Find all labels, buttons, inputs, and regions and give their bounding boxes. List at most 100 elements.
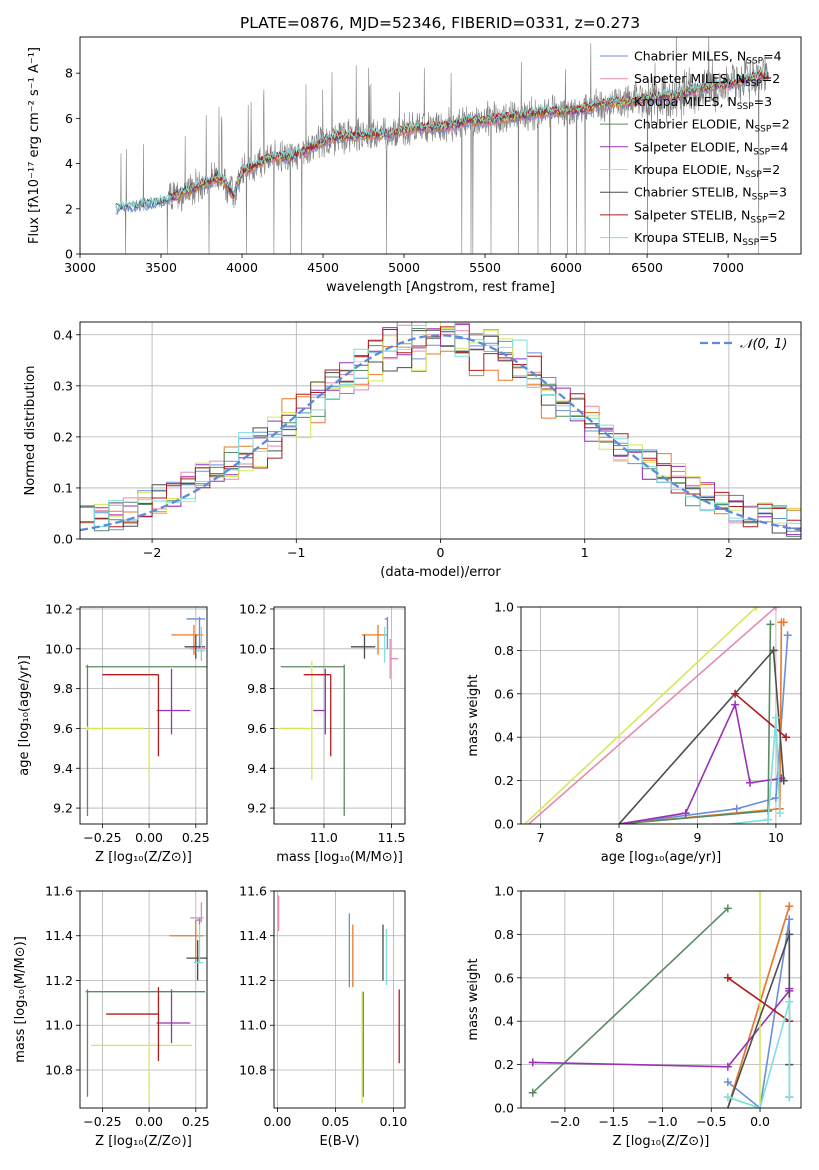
plot-area — [528, 891, 794, 1108]
x-tick-label: 11.5 — [378, 830, 406, 845]
weight-line-chabrier-elodie — [528, 904, 732, 1097]
legend-label: 𝒩(0, 1) — [740, 337, 787, 352]
weight-point-marker — [681, 809, 690, 818]
errorbar-chabrier-stelib — [186, 940, 207, 981]
weight-line-path — [618, 635, 789, 824]
axes-frame — [273, 606, 406, 825]
weight-point-marker — [775, 809, 784, 818]
weight-line-kroupa-miles — [727, 902, 794, 1108]
weight-point-marker — [771, 713, 780, 722]
x-tick-label: 0.25 — [182, 830, 210, 845]
y-tick-label: 2 — [65, 201, 73, 216]
plot-area — [85, 616, 207, 817]
weight-point-marker — [785, 902, 794, 911]
y-tick-label: 0.4 — [494, 1014, 514, 1029]
weight-point-marker — [785, 1093, 794, 1102]
plot-area — [524, 607, 792, 824]
x-tick-label: 3500 — [145, 260, 177, 275]
weight-point-marker — [771, 607, 780, 611]
errorbar-kroupa-stelib — [193, 924, 204, 964]
weight-point-marker — [785, 997, 794, 1006]
errorbar-chabrier-miles — [384, 616, 389, 649]
weight-line-chabrier-miles — [618, 631, 792, 824]
axes-mass-weight-vs-Z: −2.0 −1.5 −1.0 −0.5 0.0 0.0 0.2 0.4 0.6 0.8 1.0 Z [… — [466, 884, 802, 1149]
legend-label: Chabrier STELIB, NSSP=3 — [634, 185, 787, 203]
y-tick-label: 9.4 — [53, 761, 73, 776]
x-tick-label: 0.00 — [135, 1114, 163, 1129]
x-axis-label: wavelength [Angstrom, rest frame] — [326, 280, 555, 295]
weight-point-marker — [723, 973, 732, 982]
weight-line-salpeter-miles — [528, 607, 780, 824]
weight-line-chabrier-stelib — [618, 646, 788, 824]
weight-point-marker — [783, 631, 792, 640]
x-tick-label: −0.5 — [696, 1114, 726, 1129]
weight-line-path — [727, 905, 791, 1108]
weight-point-marker — [782, 733, 791, 742]
y-tick-label: 9.2 — [247, 801, 267, 816]
x-tick-label: −1.5 — [599, 1114, 629, 1129]
errorbar-kroupa-miles — [361, 624, 388, 655]
y-axis-label: Flux [fλ10⁻¹⁷ erg cm⁻² s⁻¹ A⁻¹] — [27, 47, 42, 244]
x-tick-label: 0.00 — [135, 830, 163, 845]
x-tick-label: 0.05 — [322, 1114, 350, 1129]
weight-line-path — [524, 607, 757, 824]
y-axis-label: mass [log₁₀(M/M⊙)] — [13, 936, 28, 1063]
y-tick-label: 0.4 — [53, 327, 73, 342]
x-tick-label: −1.0 — [647, 1114, 677, 1129]
histogram-salpeter-stelib — [80, 326, 801, 528]
y-tick-label: 0.2 — [53, 429, 73, 444]
axes-mass-weight-vs-age: 7 8 9 10 0.0 0.2 0.4 0.6 0.8 1.0 age [log₁₀(age/yr… — [466, 600, 802, 865]
model-spectrum-kroupa-stelib — [115, 68, 769, 210]
spectrum-legend: Chabrier MILES, NSSP=4 Salpeter MILES, NS… — [600, 49, 790, 248]
x-axis-label: Z [log₁₀(Z/Z⊙)] — [613, 1134, 710, 1149]
errorbar-chabrier-miles — [195, 917, 202, 925]
weight-line-kroupa-miles — [618, 618, 788, 824]
axes-frame — [520, 606, 802, 825]
plot-area — [278, 616, 399, 817]
weight-point-marker — [732, 804, 741, 813]
plot-area — [277, 895, 400, 1104]
axes-age-vs-mass: 11.0 11.5 9.2 9.4 9.6 9.8 10.0 10.2 mass [log₁₀(… — [239, 601, 406, 865]
y-tick-label: 11.2 — [239, 973, 267, 988]
weight-point-marker — [785, 915, 794, 924]
y-tick-label: 10.8 — [239, 1062, 267, 1077]
y-tick-label: 11.4 — [45, 928, 73, 943]
axes-mass-vs-Z: −0.25 0.00 0.25 10.8 11.0 11.2 11.4 11.6 Z [log₁… — [13, 884, 210, 1150]
legend-label: Salpeter MILES, NSSP=2 — [634, 71, 780, 89]
errorbar-salpeter-stelib — [102, 674, 160, 757]
weight-line-kroupa-stelib — [728, 713, 784, 824]
y-tick-label: 9.2 — [53, 801, 73, 816]
x-axis-label: (data-model)/error — [380, 565, 501, 580]
legend-label: Chabrier MILES, NSSP=4 — [634, 49, 782, 67]
weight-line-path — [727, 891, 761, 1108]
errorbar-chabrier-miles — [186, 616, 206, 649]
y-tick-label: 0.0 — [53, 532, 73, 547]
y-tick-label: 10.2 — [239, 601, 267, 616]
weight-point-marker — [752, 607, 761, 611]
y-tick-label: 8 — [65, 66, 73, 81]
y-tick-label: 11.6 — [239, 884, 267, 899]
histogram-kroupa-stelib — [80, 322, 801, 528]
weight-point-marker — [723, 1077, 732, 1086]
x-axis-label: mass [log₁₀(M/M⊙)] — [276, 850, 403, 865]
y-axis-label: mass weight — [466, 958, 481, 1040]
y-tick-label: 0.2 — [494, 1057, 514, 1072]
axes-age-vs-Z: −0.25 0.00 0.25 9.2 9.4 9.6 9.8 10.0 10.2 Z [log₁… — [17, 601, 210, 865]
weight-line-path — [528, 607, 777, 824]
plot-area — [80, 322, 801, 537]
y-tick-label: 0.1 — [53, 480, 73, 495]
y-tick-label: 9.8 — [247, 681, 267, 696]
weight-point-marker — [764, 815, 773, 824]
errorbar-chabrier-elodie — [280, 664, 345, 817]
y-tick-label: 0.4 — [494, 730, 514, 745]
weight-point-marker — [746, 778, 755, 787]
errorbar-salpeter-elodie — [313, 668, 326, 735]
weight-point-marker — [779, 618, 788, 627]
weight-point-marker — [785, 930, 794, 939]
x-tick-label: 4000 — [226, 260, 258, 275]
x-axis-label: age [log₁₀(age/yr)] — [601, 850, 722, 865]
plot-area — [115, 37, 769, 254]
x-tick-label: 7000 — [712, 260, 744, 275]
x-tick-label: 3000 — [64, 260, 96, 275]
